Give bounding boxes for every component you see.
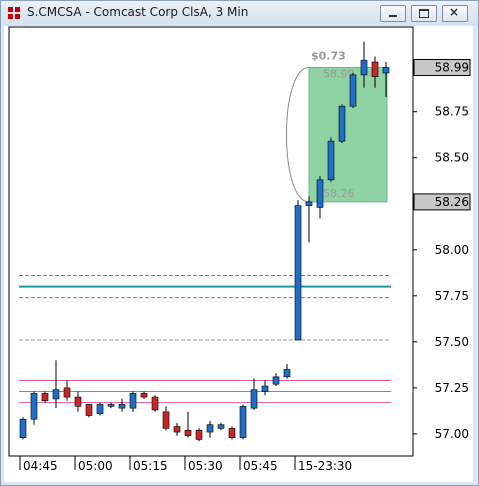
candle-body [338, 105, 346, 142]
candle-body [162, 411, 170, 429]
candle-body [85, 404, 93, 416]
candle-body [195, 429, 203, 440]
close-button[interactable]: × [442, 5, 468, 22]
y-tick-label: 57.00 [435, 427, 469, 441]
x-tick-label: 05:00 [78, 459, 113, 473]
chart: 57.00 57.25 57.50 57.75 58.00 58.50 58.75 $0.73… [4, 26, 473, 482]
price-marker [413, 193, 471, 211]
title-bar: S.CMCSA - Comcast Corp ClsA, 3 Min × [1, 1, 478, 25]
candle-body [217, 424, 225, 429]
candle-body [327, 140, 335, 181]
candle-body [283, 369, 291, 378]
x-tick-label: 05:15 [133, 459, 168, 473]
candle-body [30, 393, 38, 420]
candle-body [118, 404, 126, 409]
candle-body [272, 376, 280, 385]
candle-body [305, 201, 313, 206]
maximize-button[interactable] [411, 5, 437, 22]
candle-body [371, 61, 379, 78]
price-marker [413, 59, 471, 77]
candle-body [250, 389, 258, 409]
y-tick-label: 58.75 [435, 105, 469, 119]
measure-box [308, 67, 388, 203]
candle-body [140, 393, 148, 398]
candle-body [228, 428, 236, 438]
candle-body [173, 426, 181, 433]
candle-body [349, 74, 357, 107]
candle-body [41, 393, 49, 402]
price-marker-label: 58.26 [435, 195, 469, 209]
x-tick-label: 05:30 [188, 459, 223, 473]
x-tick-label: 04:45 [23, 459, 58, 473]
measure-arc [286, 67, 310, 203]
window-title: S.CMCSA - Comcast Corp ClsA, 3 Min [27, 5, 249, 19]
candle-body [151, 396, 159, 411]
candle-body [261, 385, 269, 392]
candle-body [184, 429, 192, 437]
candle-body [19, 418, 27, 438]
y-tick-label: 57.75 [435, 289, 469, 303]
minimize-button[interactable] [380, 5, 406, 22]
y-tick-label: 58.50 [435, 151, 469, 165]
candle-body [360, 59, 368, 76]
y-tick-label: 58.00 [435, 243, 469, 257]
candle-body [239, 405, 247, 438]
measure-low: 58.26 [323, 187, 355, 200]
candle-body [206, 424, 214, 433]
measure-high: 58.99 [323, 68, 355, 81]
candle-body [316, 179, 324, 208]
x-tick-label: 05:45 [243, 459, 278, 473]
app-icon [8, 7, 20, 19]
candle-body [294, 205, 302, 341]
y-tick-label: 57.50 [435, 335, 469, 349]
candle-body [74, 396, 82, 407]
candle-body [129, 393, 137, 409]
candle-body [107, 404, 115, 407]
candle-body [382, 67, 390, 74]
measure-change: $0.73 [311, 50, 346, 63]
x-tick-label: 15-23:30 [298, 459, 352, 473]
candle-body [52, 389, 60, 400]
price-marker-label: 58.99 [435, 61, 469, 75]
y-tick-label: 57.25 [435, 381, 469, 395]
candle-body [96, 404, 104, 414]
candle-body [63, 387, 71, 398]
